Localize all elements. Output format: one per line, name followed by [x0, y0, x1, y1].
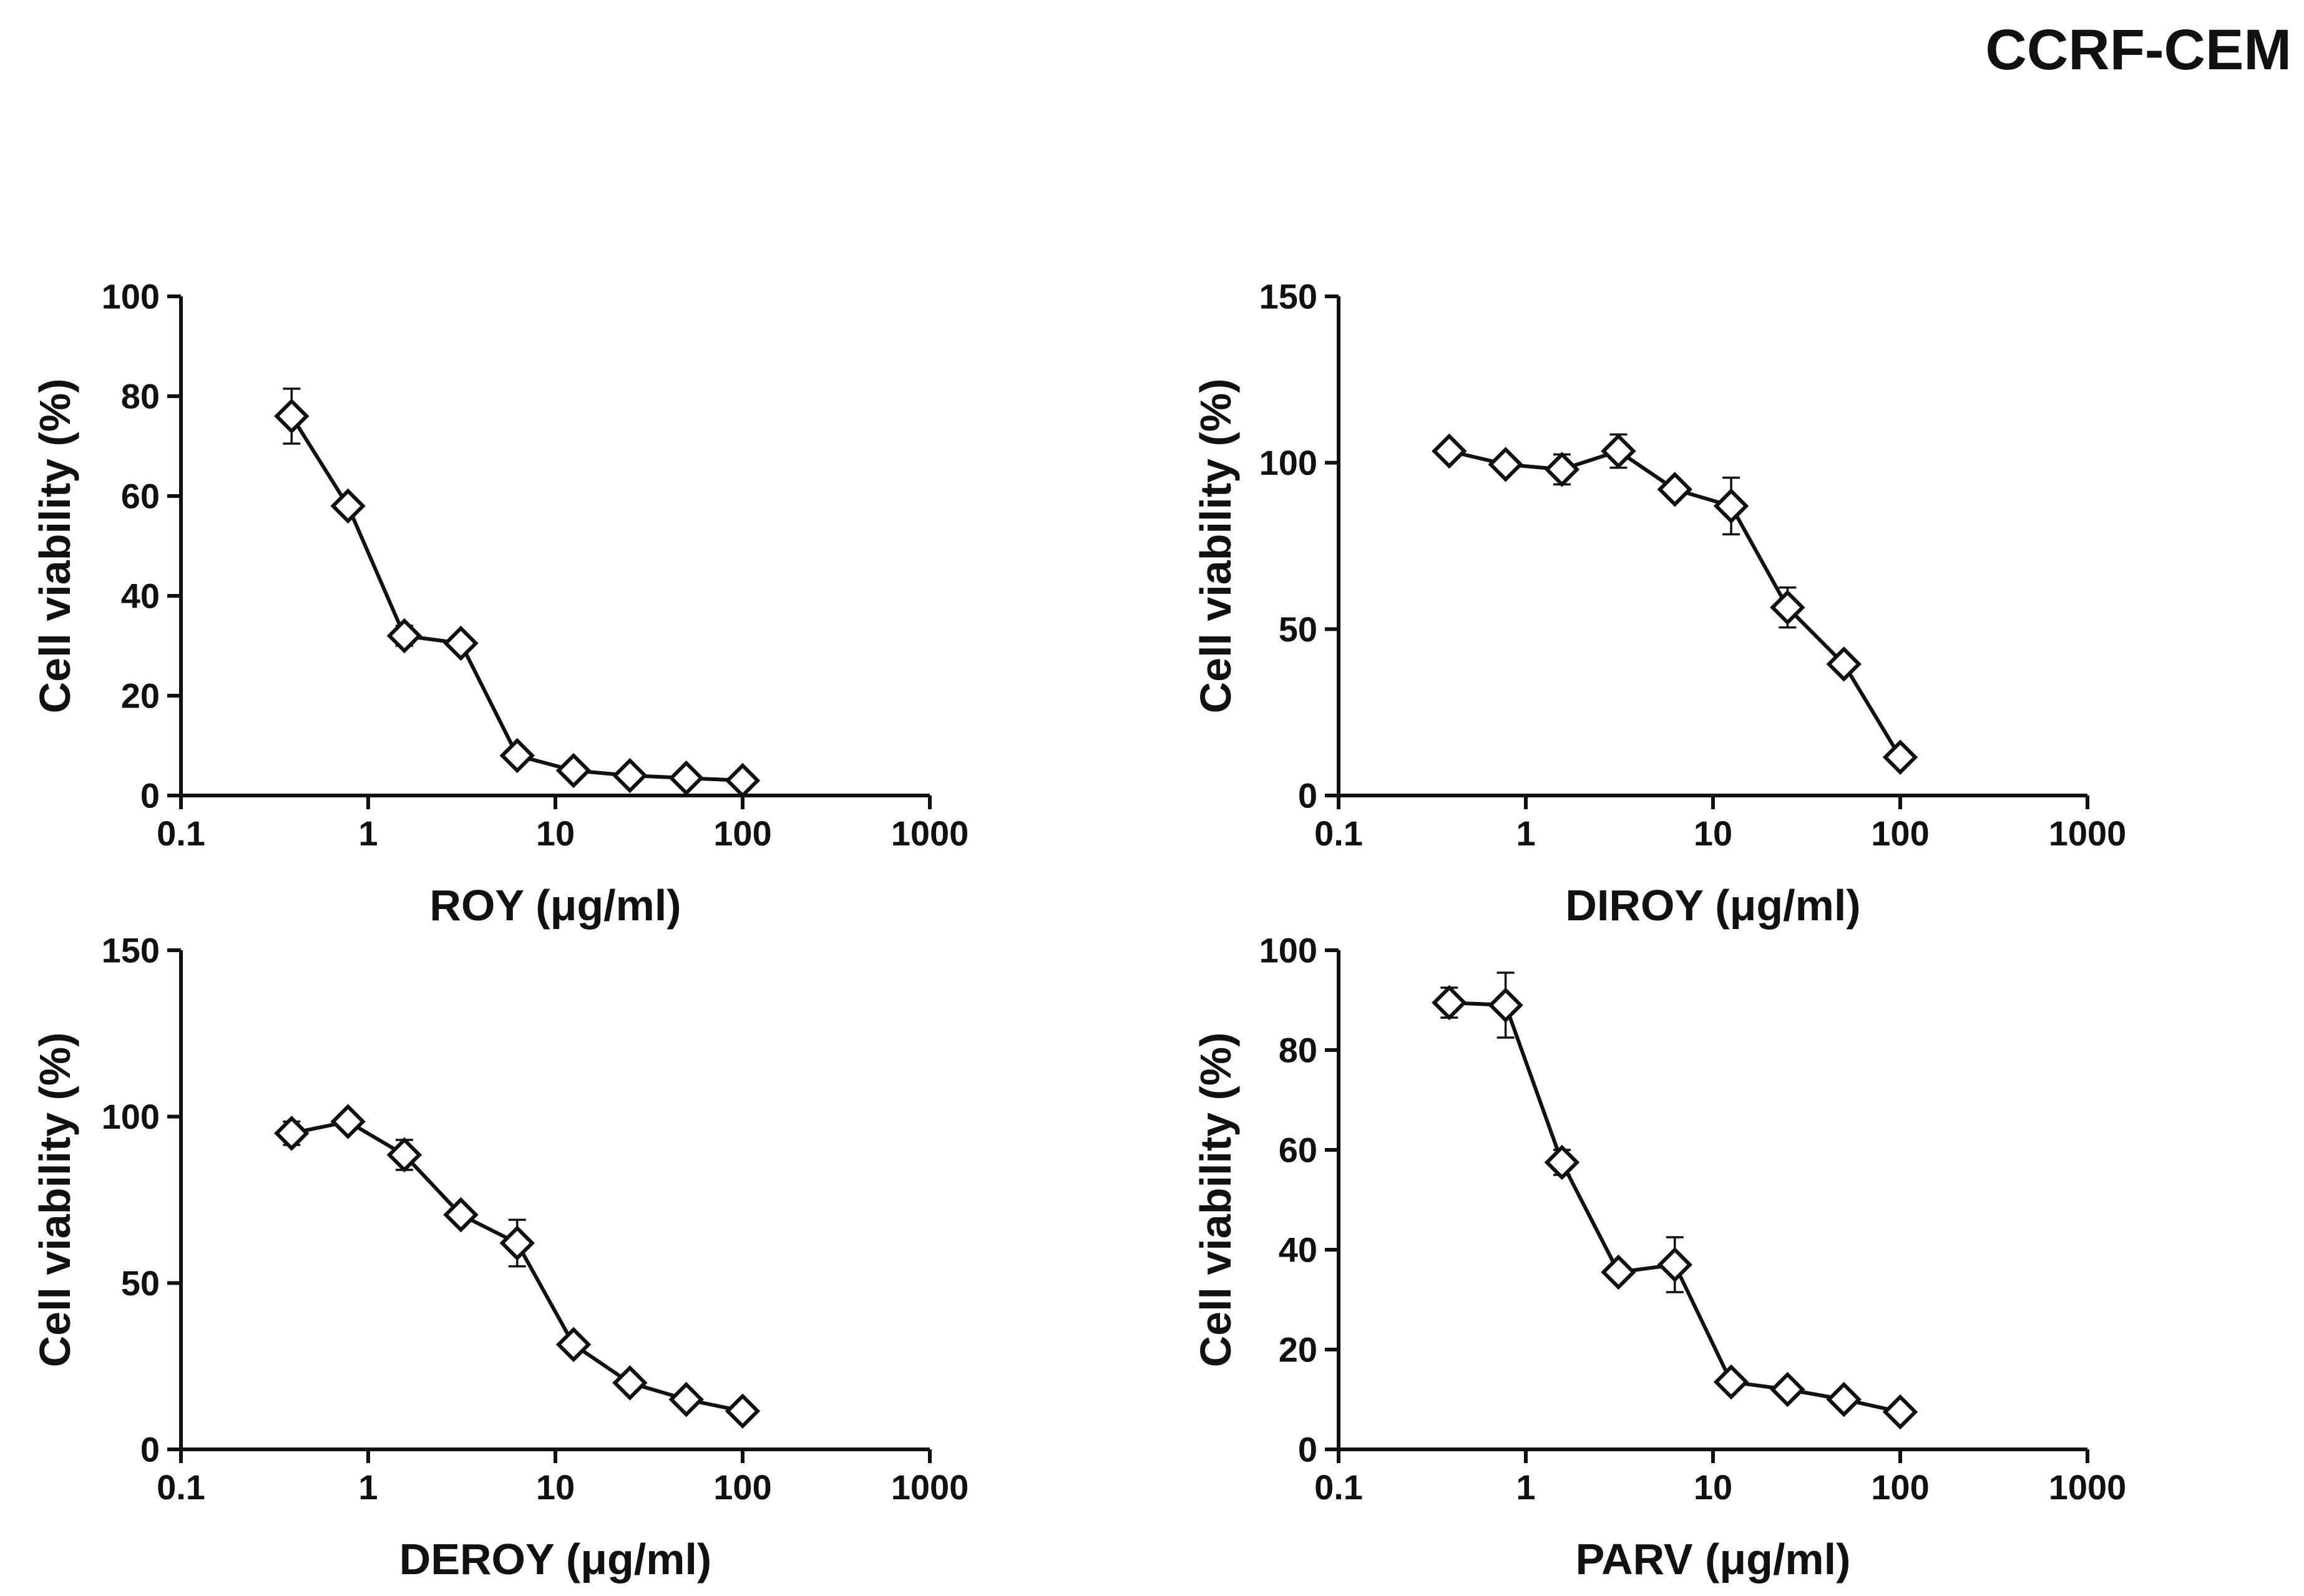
- x-axis-title: PARV (μg/ml): [1576, 1535, 1851, 1584]
- x-tick-label: 1: [358, 1467, 378, 1507]
- chart-deroy: 0 50 100 150 0.1 1 10 100 1000 Cell viability (%)…: [31, 931, 969, 1584]
- x-tick-label: 1: [1516, 1467, 1535, 1507]
- data-point: [274, 1116, 310, 1151]
- y-tick-label: 40: [1279, 1230, 1317, 1270]
- data-point: [725, 762, 761, 799]
- x-tick-label: 100: [713, 1467, 771, 1507]
- x-tick-label: 0.1: [1314, 814, 1363, 853]
- y-tick-label: 50: [1279, 610, 1317, 649]
- y-axis-title: Cell viability (%): [1191, 1033, 1240, 1368]
- x-tick-label: 1000: [891, 1467, 969, 1507]
- data-point: [386, 1137, 422, 1173]
- x-axis-title: DIROY (μg/ml): [1565, 881, 1860, 930]
- series-line: [290, 415, 743, 782]
- y-axis-title: Cell viability (%): [31, 1033, 79, 1368]
- data-point: [1601, 1254, 1636, 1290]
- x-tick-label: 100: [1871, 814, 1929, 853]
- y-tick-label: 150: [1259, 277, 1317, 316]
- x-tick-label: 10: [536, 1467, 575, 1507]
- data-point: [668, 760, 704, 796]
- data-point: [386, 618, 422, 654]
- y-tick-label: 0: [1298, 1430, 1317, 1469]
- data-point: [1657, 1247, 1693, 1283]
- y-axis-title: Cell viability (%): [31, 379, 79, 714]
- x-tick-label: 0.1: [157, 814, 205, 853]
- chart-parv: 0 20 40 60 80 100 0.1 1 10 100 1000 Cell viability …: [1191, 931, 2127, 1584]
- y-tick-label: 0: [140, 776, 160, 815]
- y-tick-label: 100: [102, 277, 160, 316]
- chart-roy: 0 20 40 60 80 100 0.1 1 10 100 1000 Cell viability …: [31, 277, 969, 930]
- y-tick-label: 150: [102, 931, 160, 970]
- data-point: [443, 1197, 479, 1233]
- x-tick-label: 100: [1871, 1467, 1929, 1507]
- series-line: [1449, 1001, 1901, 1414]
- data-point: [1544, 452, 1580, 487]
- figure-title: CCRF-CEM: [1985, 18, 2292, 82]
- x-tick-label: 1: [1516, 814, 1535, 853]
- x-tick-label: 10: [536, 814, 575, 853]
- data-point: [1432, 433, 1467, 469]
- x-tick-label: 0.1: [157, 1467, 205, 1507]
- data-point: [1544, 1144, 1580, 1180]
- data-point: [555, 752, 592, 789]
- y-tick-label: 100: [1259, 443, 1317, 482]
- data-point: [1713, 488, 1749, 524]
- data-point: [499, 1225, 535, 1261]
- y-tick-label: 0: [140, 1430, 160, 1469]
- x-tick-label: 1000: [2049, 814, 2127, 853]
- data-point: [1770, 590, 1805, 625]
- y-tick-label: 50: [121, 1263, 160, 1303]
- y-tick-label: 0: [1298, 776, 1317, 815]
- y-tick-label: 60: [1279, 1131, 1317, 1170]
- data-point: [1432, 985, 1467, 1021]
- data-point: [443, 625, 479, 661]
- data-point: [1713, 1364, 1749, 1400]
- data-point: [555, 1326, 592, 1363]
- data-point: [1657, 472, 1693, 507]
- data-point: [1826, 1381, 1862, 1418]
- data-point: [499, 737, 535, 774]
- x-tick-label: 1000: [891, 814, 969, 853]
- y-tick-label: 80: [121, 377, 160, 416]
- x-tick-label: 10: [1694, 814, 1732, 853]
- data-point: [330, 1104, 366, 1139]
- y-tick-label: 60: [121, 477, 160, 516]
- data-point: [612, 1365, 648, 1401]
- data-point: [1488, 447, 1523, 482]
- y-tick-label: 20: [121, 676, 160, 716]
- x-tick-label: 10: [1694, 1467, 1732, 1507]
- data-point: [612, 757, 648, 794]
- data-point: [1882, 739, 1918, 775]
- data-point: [668, 1381, 704, 1418]
- data-point: [725, 1393, 761, 1429]
- x-tick-label: 0.1: [1314, 1467, 1363, 1507]
- x-tick-label: 100: [713, 814, 771, 853]
- x-axis-title: ROY (μg/ml): [429, 881, 681, 930]
- y-tick-label: 20: [1279, 1330, 1317, 1370]
- y-tick-label: 100: [1259, 931, 1317, 970]
- data-point: [330, 488, 366, 524]
- x-tick-label: 1: [358, 814, 378, 853]
- data-point: [1601, 433, 1636, 469]
- x-axis-title: DEROY (μg/ml): [399, 1535, 711, 1584]
- data-point: [1882, 1394, 1918, 1430]
- y-tick-label: 100: [102, 1097, 160, 1136]
- y-axis-title: Cell viability (%): [1191, 379, 1240, 714]
- data-point: [1770, 1371, 1805, 1408]
- y-tick-label: 80: [1279, 1031, 1317, 1070]
- data-point: [1826, 646, 1862, 682]
- y-tick-label: 40: [121, 577, 160, 616]
- chart-diroy: 0 50 100 150 0.1 1 10 100 1000 Cell viability (%)…: [1191, 277, 2126, 930]
- x-tick-label: 1000: [2049, 1467, 2127, 1507]
- data-point: [274, 398, 310, 434]
- data-point: [1488, 987, 1523, 1023]
